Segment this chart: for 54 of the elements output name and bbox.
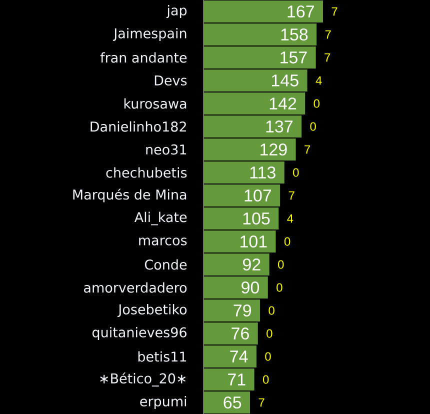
annotation: 0	[284, 237, 290, 246]
y-tick-label: amorverdadero	[84, 282, 187, 293]
data-label: 113	[250, 166, 276, 179]
annotation: 7	[288, 191, 294, 200]
y-tick-label: betis11	[138, 351, 186, 362]
data-label: 71	[228, 374, 246, 386]
data-label: 101	[240, 235, 267, 248]
annotation: 4	[287, 214, 294, 223]
annotation: 7	[324, 53, 330, 62]
annotation: 0	[266, 329, 272, 338]
data-label: 76	[232, 327, 249, 340]
annotation: 0	[310, 122, 316, 131]
annotation: 7	[325, 30, 331, 39]
data-label: 79	[234, 304, 252, 317]
y-tick-label: Ali_kate	[134, 212, 187, 226]
annotation: 0	[268, 306, 274, 315]
data-label: 167	[288, 5, 314, 18]
y-tick-label: Danielinho182	[90, 121, 186, 132]
y-tick-label: Devs	[154, 75, 187, 86]
annotation: 7	[258, 398, 264, 407]
data-label: 145	[272, 74, 298, 86]
data-label: 129	[260, 143, 287, 156]
y-tick-label: chechubetis	[106, 167, 187, 178]
y-tick-label: neo31	[146, 144, 186, 155]
annotation: 7	[332, 7, 338, 16]
y-tick-label: Marqués de Mina	[73, 188, 186, 202]
y-tick-label: erpumi	[140, 396, 186, 410]
data-label: 90	[242, 281, 260, 294]
annotation: 0	[293, 168, 299, 177]
data-label: 92	[243, 258, 260, 271]
y-tick-label: Josebetiko	[118, 304, 187, 317]
y-tick-label: fran andante	[100, 52, 187, 63]
y-tick-label: marcos	[139, 238, 187, 246]
annotation: 0	[265, 352, 271, 361]
data-label: 137	[266, 120, 292, 133]
annotation: 0	[262, 375, 269, 384]
annotation: 0	[278, 260, 284, 269]
data-label: 105	[243, 212, 270, 225]
data-label: 142	[270, 98, 296, 110]
data-label: 107	[244, 189, 272, 202]
annotation: 4	[316, 76, 322, 85]
y-tick-label: Jaimespain	[112, 28, 186, 42]
data-label: 157	[280, 52, 307, 64]
data-label: 65	[224, 396, 242, 409]
annotation: 7	[304, 145, 310, 154]
data-label: 74	[230, 350, 248, 362]
annotation: 0	[276, 283, 282, 292]
y-tick-label: ∗Bético_20∗	[100, 372, 186, 386]
annotation: 0	[314, 99, 320, 108]
y-tick-label: Conde	[144, 259, 187, 270]
y-tick-label: quitanieves96	[92, 326, 186, 340]
y-tick-label: kurosawa	[124, 98, 186, 109]
y-tick-label: jap	[166, 4, 187, 18]
data-label: 158	[281, 28, 308, 41]
